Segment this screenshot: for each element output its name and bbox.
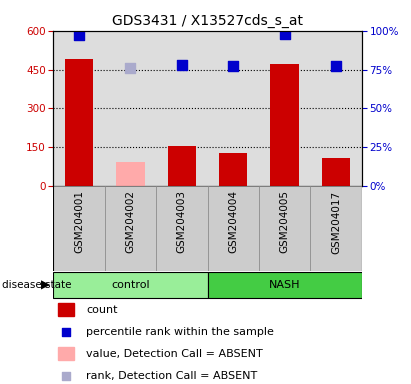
Text: disease state: disease state bbox=[2, 280, 72, 290]
Bar bbox=[65, 59, 93, 186]
Bar bbox=[310, 186, 362, 271]
Point bbox=[281, 31, 288, 37]
Point bbox=[76, 32, 82, 38]
Text: GSM204002: GSM204002 bbox=[125, 190, 136, 253]
Text: NASH: NASH bbox=[269, 280, 300, 290]
Bar bbox=[259, 186, 310, 271]
Text: GSM204003: GSM204003 bbox=[177, 190, 187, 253]
Point bbox=[127, 65, 134, 71]
Text: ▶: ▶ bbox=[41, 279, 50, 291]
Text: count: count bbox=[86, 305, 118, 314]
Text: rank, Detection Call = ABSENT: rank, Detection Call = ABSENT bbox=[86, 371, 258, 381]
Bar bbox=[219, 152, 247, 186]
Text: percentile rank within the sample: percentile rank within the sample bbox=[86, 327, 274, 337]
Text: control: control bbox=[111, 280, 150, 290]
Point bbox=[333, 63, 339, 70]
Bar bbox=[116, 162, 145, 186]
Bar bbox=[156, 186, 208, 271]
Bar bbox=[53, 272, 208, 298]
Text: GSM204001: GSM204001 bbox=[74, 190, 84, 253]
Bar bbox=[208, 186, 259, 271]
Bar bbox=[58, 347, 74, 360]
Title: GDS3431 / X13527cds_s_at: GDS3431 / X13527cds_s_at bbox=[112, 14, 303, 28]
Text: GSM204017: GSM204017 bbox=[331, 190, 341, 253]
Text: value, Detection Call = ABSENT: value, Detection Call = ABSENT bbox=[86, 349, 263, 359]
Bar bbox=[53, 186, 105, 271]
Bar bbox=[105, 186, 156, 271]
Text: GSM204004: GSM204004 bbox=[228, 190, 238, 253]
Bar bbox=[270, 65, 299, 186]
Bar bbox=[58, 303, 74, 316]
Bar bbox=[208, 272, 362, 298]
Bar bbox=[168, 146, 196, 186]
Point bbox=[230, 63, 237, 70]
Point bbox=[178, 62, 185, 68]
Bar bbox=[322, 158, 350, 186]
Text: GSM204005: GSM204005 bbox=[279, 190, 290, 253]
